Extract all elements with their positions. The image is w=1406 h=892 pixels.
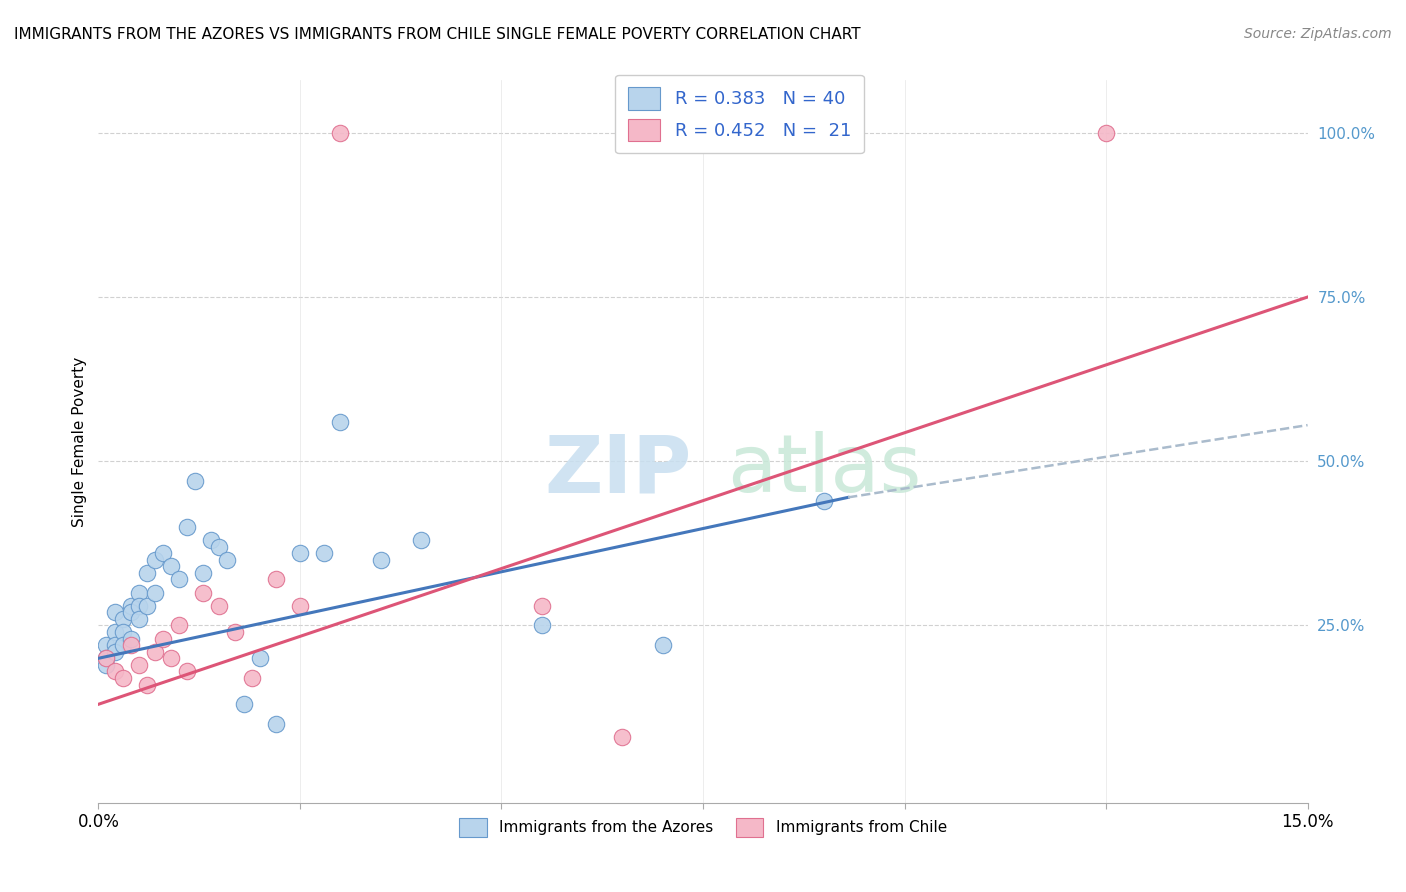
Point <box>1095 126 1118 140</box>
Point <box>128 612 150 626</box>
Point <box>152 546 174 560</box>
Point <box>135 599 157 613</box>
Point <box>288 599 311 613</box>
Point <box>409 533 432 547</box>
Point <box>128 599 150 613</box>
Point <box>120 599 142 613</box>
Point <box>167 573 190 587</box>
Point <box>96 651 118 665</box>
Point <box>329 126 352 140</box>
Point <box>530 599 553 613</box>
Point <box>111 638 134 652</box>
Point <box>96 657 118 672</box>
Point <box>208 540 231 554</box>
Point <box>329 415 352 429</box>
Point <box>232 698 254 712</box>
Point <box>111 625 134 640</box>
Point <box>103 638 125 652</box>
Y-axis label: Single Female Poverty: Single Female Poverty <box>72 357 87 526</box>
Point <box>288 546 311 560</box>
Point <box>208 599 231 613</box>
Point <box>128 585 150 599</box>
Point <box>314 546 336 560</box>
Point <box>111 671 134 685</box>
Point <box>224 625 246 640</box>
Point <box>135 677 157 691</box>
Point <box>167 618 190 632</box>
Point <box>160 559 183 574</box>
Point <box>103 645 125 659</box>
Text: ZIP: ZIP <box>544 432 692 509</box>
Text: IMMIGRANTS FROM THE AZORES VS IMMIGRANTS FROM CHILE SINGLE FEMALE POVERTY CORREL: IMMIGRANTS FROM THE AZORES VS IMMIGRANTS… <box>14 27 860 42</box>
Point <box>103 665 125 679</box>
Text: Source: ZipAtlas.com: Source: ZipAtlas.com <box>1244 27 1392 41</box>
Point <box>193 566 215 580</box>
Point <box>651 638 673 652</box>
Point <box>120 605 142 619</box>
Point <box>530 618 553 632</box>
Point <box>249 651 271 665</box>
Point <box>160 651 183 665</box>
Point <box>120 638 142 652</box>
Point <box>152 632 174 646</box>
Point <box>813 493 835 508</box>
Point <box>184 474 207 488</box>
Point <box>217 553 239 567</box>
Point <box>143 645 166 659</box>
Legend: Immigrants from the Azores, Immigrants from Chile: Immigrants from the Azores, Immigrants f… <box>450 809 956 846</box>
Point <box>143 585 166 599</box>
Point <box>264 717 287 731</box>
Point <box>612 730 634 744</box>
Point <box>111 612 134 626</box>
Point <box>370 553 392 567</box>
Point <box>176 520 198 534</box>
Text: atlas: atlas <box>727 432 921 509</box>
Point <box>120 632 142 646</box>
Point <box>193 585 215 599</box>
Point <box>200 533 222 547</box>
Point <box>176 665 198 679</box>
Point <box>135 566 157 580</box>
Point <box>128 657 150 672</box>
Point <box>240 671 263 685</box>
Point <box>103 625 125 640</box>
Point <box>103 605 125 619</box>
Point <box>96 638 118 652</box>
Point <box>143 553 166 567</box>
Point <box>264 573 287 587</box>
Point <box>96 651 118 665</box>
